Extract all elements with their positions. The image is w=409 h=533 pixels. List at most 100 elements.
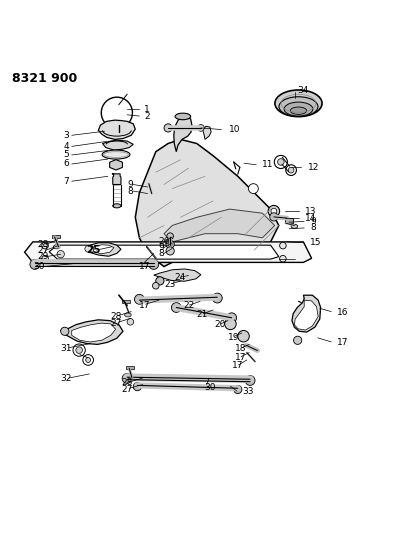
- Text: 1: 1: [144, 105, 150, 114]
- Text: 17: 17: [336, 338, 348, 348]
- Circle shape: [197, 125, 204, 131]
- Polygon shape: [153, 269, 200, 281]
- Bar: [122, 300, 129, 303]
- Bar: [285, 218, 292, 223]
- Text: 9: 9: [310, 217, 316, 226]
- Text: 8: 8: [127, 187, 133, 196]
- Circle shape: [152, 282, 159, 289]
- Circle shape: [30, 260, 40, 269]
- Ellipse shape: [283, 102, 312, 116]
- Circle shape: [293, 336, 301, 344]
- Circle shape: [155, 277, 164, 285]
- Text: 2: 2: [144, 111, 150, 120]
- Circle shape: [148, 260, 158, 269]
- Circle shape: [248, 184, 258, 193]
- Text: 11: 11: [262, 160, 273, 169]
- Circle shape: [133, 383, 141, 391]
- Text: 3: 3: [63, 131, 69, 140]
- Text: 17: 17: [231, 361, 243, 370]
- Ellipse shape: [53, 245, 60, 249]
- Circle shape: [115, 125, 122, 132]
- Circle shape: [168, 243, 172, 246]
- Text: 14: 14: [305, 214, 316, 223]
- Circle shape: [73, 344, 85, 356]
- Ellipse shape: [290, 224, 297, 228]
- Text: 32: 32: [60, 374, 71, 383]
- Circle shape: [76, 347, 82, 353]
- Circle shape: [85, 358, 90, 362]
- Polygon shape: [294, 300, 317, 330]
- Polygon shape: [173, 117, 191, 152]
- Text: 31: 31: [60, 344, 71, 353]
- Text: 34: 34: [296, 86, 308, 95]
- Circle shape: [57, 251, 64, 258]
- Circle shape: [212, 293, 222, 303]
- Text: 27: 27: [110, 319, 122, 328]
- Polygon shape: [112, 174, 121, 184]
- Polygon shape: [164, 209, 274, 242]
- Circle shape: [277, 159, 283, 165]
- Circle shape: [285, 165, 296, 175]
- Text: 28: 28: [110, 312, 122, 321]
- Circle shape: [171, 303, 181, 312]
- Circle shape: [122, 374, 132, 383]
- Circle shape: [288, 167, 293, 173]
- Text: 23: 23: [164, 280, 175, 289]
- Circle shape: [270, 208, 276, 214]
- Text: 8321 900: 8321 900: [12, 72, 77, 85]
- Ellipse shape: [278, 97, 317, 116]
- Polygon shape: [102, 140, 133, 150]
- Circle shape: [134, 294, 144, 304]
- Ellipse shape: [175, 113, 190, 120]
- Circle shape: [127, 319, 133, 325]
- Text: 9: 9: [127, 180, 133, 189]
- Ellipse shape: [124, 313, 131, 317]
- Polygon shape: [49, 245, 278, 259]
- Polygon shape: [25, 242, 311, 262]
- Text: 19: 19: [227, 333, 239, 342]
- Text: 27: 27: [121, 385, 133, 393]
- Text: 7: 7: [63, 177, 69, 185]
- Text: 28: 28: [121, 378, 133, 387]
- Text: 6: 6: [63, 159, 69, 168]
- Text: 4: 4: [63, 142, 69, 151]
- Circle shape: [274, 156, 287, 168]
- Ellipse shape: [147, 192, 154, 197]
- Text: 10: 10: [228, 125, 240, 134]
- Circle shape: [166, 233, 173, 239]
- Polygon shape: [93, 245, 114, 254]
- Polygon shape: [72, 323, 115, 342]
- Text: 18: 18: [235, 344, 246, 353]
- Polygon shape: [135, 140, 278, 266]
- Circle shape: [224, 318, 236, 329]
- Text: 5: 5: [63, 150, 69, 159]
- Ellipse shape: [112, 204, 121, 208]
- Bar: [126, 366, 133, 369]
- Circle shape: [269, 213, 277, 221]
- Circle shape: [101, 97, 132, 128]
- Circle shape: [42, 243, 48, 249]
- Ellipse shape: [148, 193, 153, 196]
- Circle shape: [245, 376, 254, 385]
- Polygon shape: [109, 160, 122, 170]
- Text: 25: 25: [86, 245, 100, 255]
- Circle shape: [279, 255, 285, 262]
- Text: 9: 9: [158, 243, 164, 252]
- Bar: [146, 180, 153, 184]
- Text: 26: 26: [158, 237, 169, 246]
- Ellipse shape: [128, 376, 134, 380]
- Bar: [52, 235, 60, 238]
- Text: 8: 8: [158, 249, 164, 258]
- Text: 30: 30: [34, 262, 45, 271]
- Text: 17: 17: [139, 301, 151, 310]
- Text: 8: 8: [310, 223, 316, 232]
- Text: 33: 33: [242, 387, 254, 397]
- Text: 30: 30: [204, 383, 215, 392]
- Text: 21: 21: [196, 310, 208, 319]
- Text: 28: 28: [38, 240, 49, 249]
- Text: 12: 12: [308, 163, 319, 172]
- Circle shape: [233, 385, 241, 393]
- Text: 20: 20: [213, 320, 225, 329]
- Ellipse shape: [102, 150, 130, 159]
- Circle shape: [85, 246, 91, 252]
